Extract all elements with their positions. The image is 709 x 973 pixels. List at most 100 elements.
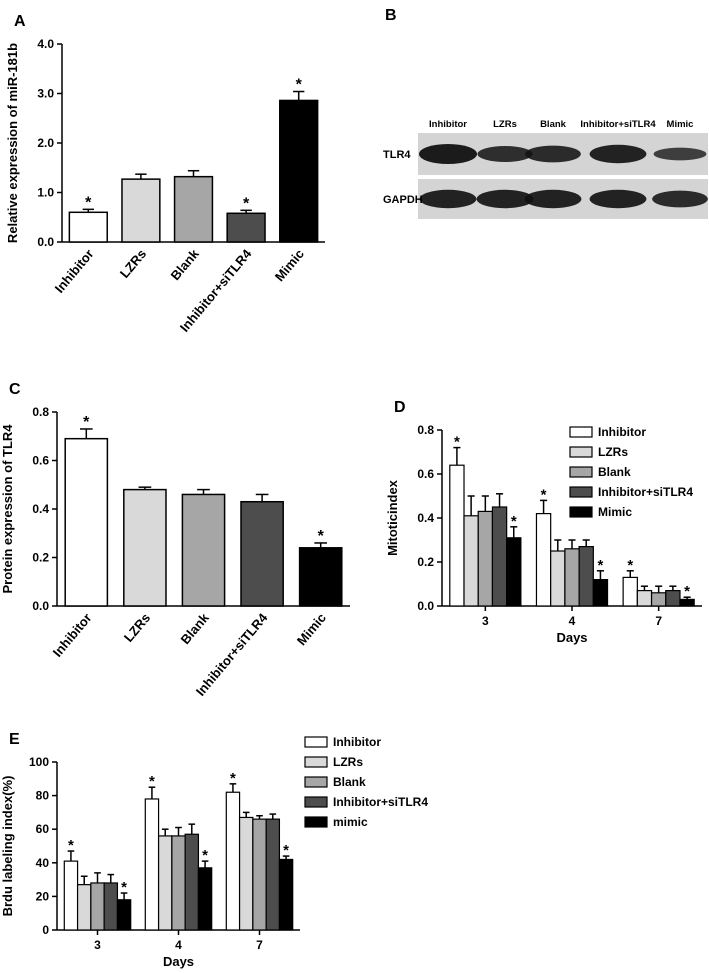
bar: [278, 858, 294, 931]
legend-label: Mimic: [598, 505, 632, 519]
bar: [144, 798, 160, 931]
significance-mark: *: [121, 879, 127, 896]
y-tick-label: 0.8: [32, 405, 49, 419]
x-tick-label: 3: [94, 938, 101, 952]
bar: [665, 589, 681, 607]
y-tick-label: 0.0: [37, 235, 54, 249]
bar: [449, 464, 465, 607]
blot-band: [589, 144, 647, 164]
row-label: GAPDH: [383, 194, 423, 206]
y-tick-label: 0: [42, 923, 49, 937]
x-tick-label: Blank: [178, 610, 213, 647]
bar: [238, 816, 254, 931]
bar: [463, 515, 479, 607]
significance-mark: *: [627, 557, 633, 574]
legend-label: Inhibitor+siTLR4: [598, 485, 693, 499]
y-tick-label: 0.6: [32, 454, 49, 468]
bar: [477, 510, 494, 607]
bar: [197, 867, 213, 931]
x-tick-label: 3: [482, 614, 489, 628]
x-tick-label: 7: [655, 614, 662, 628]
y-axis-label: Brdu labeling index(%): [0, 776, 15, 917]
panel-label: C: [9, 381, 21, 398]
significance-mark: *: [296, 77, 303, 94]
legend-label: Blank: [598, 465, 631, 479]
bar: [181, 493, 226, 607]
legend-label: LZRs: [598, 445, 628, 459]
x-tick-label: 4: [569, 614, 576, 628]
y-axis-label: Relative expression of miR-181b: [5, 43, 20, 243]
y-tick-label: 0.2: [417, 555, 434, 569]
y-tick-label: 0.4: [32, 502, 49, 516]
x-tick-label: 4: [175, 938, 182, 952]
y-tick-label: 0.0: [32, 599, 49, 613]
blot-band: [477, 146, 533, 162]
bar: [123, 488, 167, 607]
x-axis-label: Days: [556, 630, 587, 645]
significance-mark: *: [243, 195, 250, 212]
blot-band: [653, 147, 707, 161]
y-tick-label: 100: [29, 755, 49, 769]
significance-mark: *: [454, 434, 460, 451]
blot-band: [419, 189, 477, 209]
bar: [116, 899, 132, 931]
blot-band: [476, 189, 534, 209]
x-tick-label: Inhibitor: [52, 246, 97, 295]
lane-label: Mimic: [667, 119, 694, 130]
legend-swatch: [304, 796, 328, 808]
y-axis-label: Mitoticindex: [385, 479, 400, 556]
bar: [578, 545, 594, 607]
y-tick-label: 0.4: [417, 511, 434, 525]
bar: [64, 437, 109, 607]
blot-band: [419, 144, 477, 164]
x-tick-label: LZRs: [117, 246, 149, 281]
legend-swatch: [304, 816, 328, 828]
legend-label: Inhibitor+siTLR4: [333, 795, 428, 809]
significance-mark: *: [511, 513, 517, 530]
legend-swatch: [569, 426, 593, 438]
legend-swatch: [569, 446, 593, 458]
y-tick-label: 0.2: [32, 551, 49, 565]
legend-swatch: [569, 506, 593, 518]
blot-band: [652, 190, 708, 208]
bar: [564, 548, 580, 607]
blot-band: [525, 145, 581, 163]
lane-label: Inhibitor+siTLR4: [580, 119, 656, 130]
x-tick-label: Blank: [168, 246, 203, 283]
bar: [650, 592, 667, 607]
bar: [103, 882, 119, 931]
bar: [225, 791, 241, 931]
legend-swatch: [569, 466, 593, 478]
bar: [173, 175, 214, 243]
y-tick-label: 0.6: [417, 467, 434, 481]
legend-label: mimic: [333, 815, 368, 829]
significance-mark: *: [85, 194, 92, 211]
x-axis-label: Days: [163, 954, 194, 969]
bar: [636, 589, 653, 607]
panel-label: D: [394, 399, 406, 416]
y-tick-label: 3.0: [37, 87, 54, 101]
x-tick-label: Inhibitor: [50, 610, 95, 659]
significance-mark: *: [230, 770, 236, 787]
bar: [76, 884, 92, 931]
significance-mark: *: [83, 414, 90, 431]
y-tick-label: 2.0: [37, 136, 54, 150]
blot-band: [589, 189, 647, 209]
lane-label: Inhibitor: [429, 119, 467, 130]
y-axis-label: Protein expression of TLR4: [0, 424, 15, 594]
y-tick-label: 0.0: [417, 599, 434, 613]
panel-label: E: [9, 731, 20, 748]
lane-label: LZRs: [493, 119, 517, 130]
bar: [622, 576, 638, 607]
legend-label: Inhibitor: [598, 425, 646, 439]
bar: [279, 99, 319, 243]
significance-mark: *: [318, 528, 325, 545]
bar: [90, 882, 105, 931]
bar: [157, 835, 173, 931]
significance-mark: *: [541, 486, 547, 503]
bar: [68, 211, 108, 243]
x-tick-label: LZRs: [121, 610, 153, 645]
y-tick-label: 0.8: [417, 423, 434, 437]
y-tick-label: 20: [36, 889, 50, 903]
